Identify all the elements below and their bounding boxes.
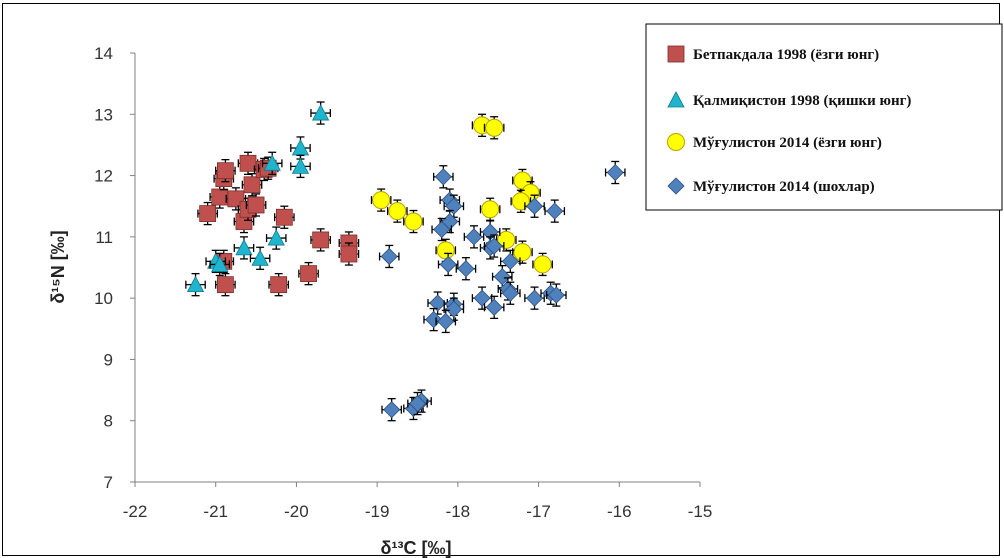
data-point xyxy=(485,237,503,255)
data-point xyxy=(291,157,310,174)
data-point xyxy=(511,192,530,211)
y-tick-label: 12 xyxy=(94,167,113,186)
data-point xyxy=(493,268,511,286)
data-point xyxy=(473,289,491,307)
data-point xyxy=(457,260,475,278)
x-tick-label: -16 xyxy=(607,502,632,521)
x-tick-label: -19 xyxy=(365,502,390,521)
data-point xyxy=(312,231,330,249)
data-point xyxy=(481,200,500,219)
series-1 xyxy=(197,151,360,297)
data-point xyxy=(216,276,234,294)
legend: Бетпакдала 1998 (ёзги юнг) Қалмиқистон 19… xyxy=(645,23,1003,211)
data-point xyxy=(437,312,455,330)
data-point xyxy=(525,197,544,215)
legend-label: Мўғулистон 2014 (ёзги юнг) xyxy=(693,135,882,151)
data-point xyxy=(433,220,451,239)
data-points xyxy=(185,101,626,422)
data-point xyxy=(239,154,257,172)
data-point xyxy=(436,241,455,260)
data-point xyxy=(425,311,443,329)
x-tick-label: -21 xyxy=(203,502,228,521)
data-point xyxy=(267,229,285,246)
data-point xyxy=(513,243,532,262)
x-tick-label: -18 xyxy=(446,502,471,521)
y-tick-label: 7 xyxy=(104,473,113,492)
y-axis-title: δ¹⁵N [‰] xyxy=(48,230,68,303)
data-point xyxy=(485,298,503,316)
y-tick-label: 8 xyxy=(104,412,113,431)
data-point xyxy=(429,294,447,312)
data-point xyxy=(525,289,544,307)
data-point xyxy=(434,168,452,186)
y-tick-label: 9 xyxy=(104,350,113,369)
legend-label: Бетпакдала 1998 (ёзги юнг) xyxy=(693,47,879,63)
data-point xyxy=(275,208,293,226)
data-point xyxy=(380,247,398,266)
data-point xyxy=(235,239,253,256)
axes: 7 8 9 10 11 12 13 14 -22 -21 -20 -19 -18 -17 -16 -15 xyxy=(94,44,712,521)
x-tick-label: -15 xyxy=(688,502,713,521)
y-tick-label: 10 xyxy=(94,289,113,308)
legend-label: Қалмиқистон 1998 (қишки юнг) xyxy=(693,93,911,109)
x-tick-label: -20 xyxy=(284,502,309,521)
x-tick-label: -17 xyxy=(526,502,551,521)
legend-marker xyxy=(667,133,685,151)
data-point xyxy=(485,118,504,137)
data-point xyxy=(199,205,217,222)
data-point xyxy=(243,176,261,194)
data-point xyxy=(340,245,358,263)
data-point xyxy=(408,394,427,413)
data-point xyxy=(211,255,229,272)
data-point xyxy=(263,154,281,171)
y-tick-label: 14 xyxy=(94,44,113,63)
series-3 xyxy=(370,113,553,277)
data-point xyxy=(247,196,265,214)
data-point xyxy=(372,191,391,210)
data-point xyxy=(439,255,457,274)
data-point xyxy=(300,265,317,283)
y-tick-label: 11 xyxy=(95,228,113,247)
data-point xyxy=(546,202,564,220)
data-point xyxy=(547,286,565,304)
data-point xyxy=(445,300,463,318)
data-point xyxy=(465,228,483,246)
x-axis-title: δ¹³C [‰] xyxy=(381,538,452,558)
data-point xyxy=(311,104,330,121)
legend-marker xyxy=(667,45,685,63)
data-point xyxy=(251,249,269,266)
data-point xyxy=(383,401,401,419)
y-tick-label: 13 xyxy=(94,105,113,124)
series-4 xyxy=(378,160,626,422)
data-point xyxy=(501,284,519,302)
data-point xyxy=(216,162,234,180)
data-point xyxy=(497,230,516,249)
legend-marker xyxy=(667,91,685,108)
series-2 xyxy=(185,101,331,297)
data-point xyxy=(501,252,519,270)
x-tick-label: -22 xyxy=(123,502,148,521)
data-point xyxy=(186,275,205,293)
data-point xyxy=(404,212,423,231)
data-point xyxy=(388,202,407,221)
data-point xyxy=(211,188,229,206)
legend-label: Мўғулистон 2014 (шохлар) xyxy=(693,179,875,195)
data-point xyxy=(606,163,624,182)
legend-box xyxy=(645,23,1003,211)
legend-marker xyxy=(667,177,685,195)
data-point xyxy=(270,276,288,294)
data-point xyxy=(533,255,552,274)
